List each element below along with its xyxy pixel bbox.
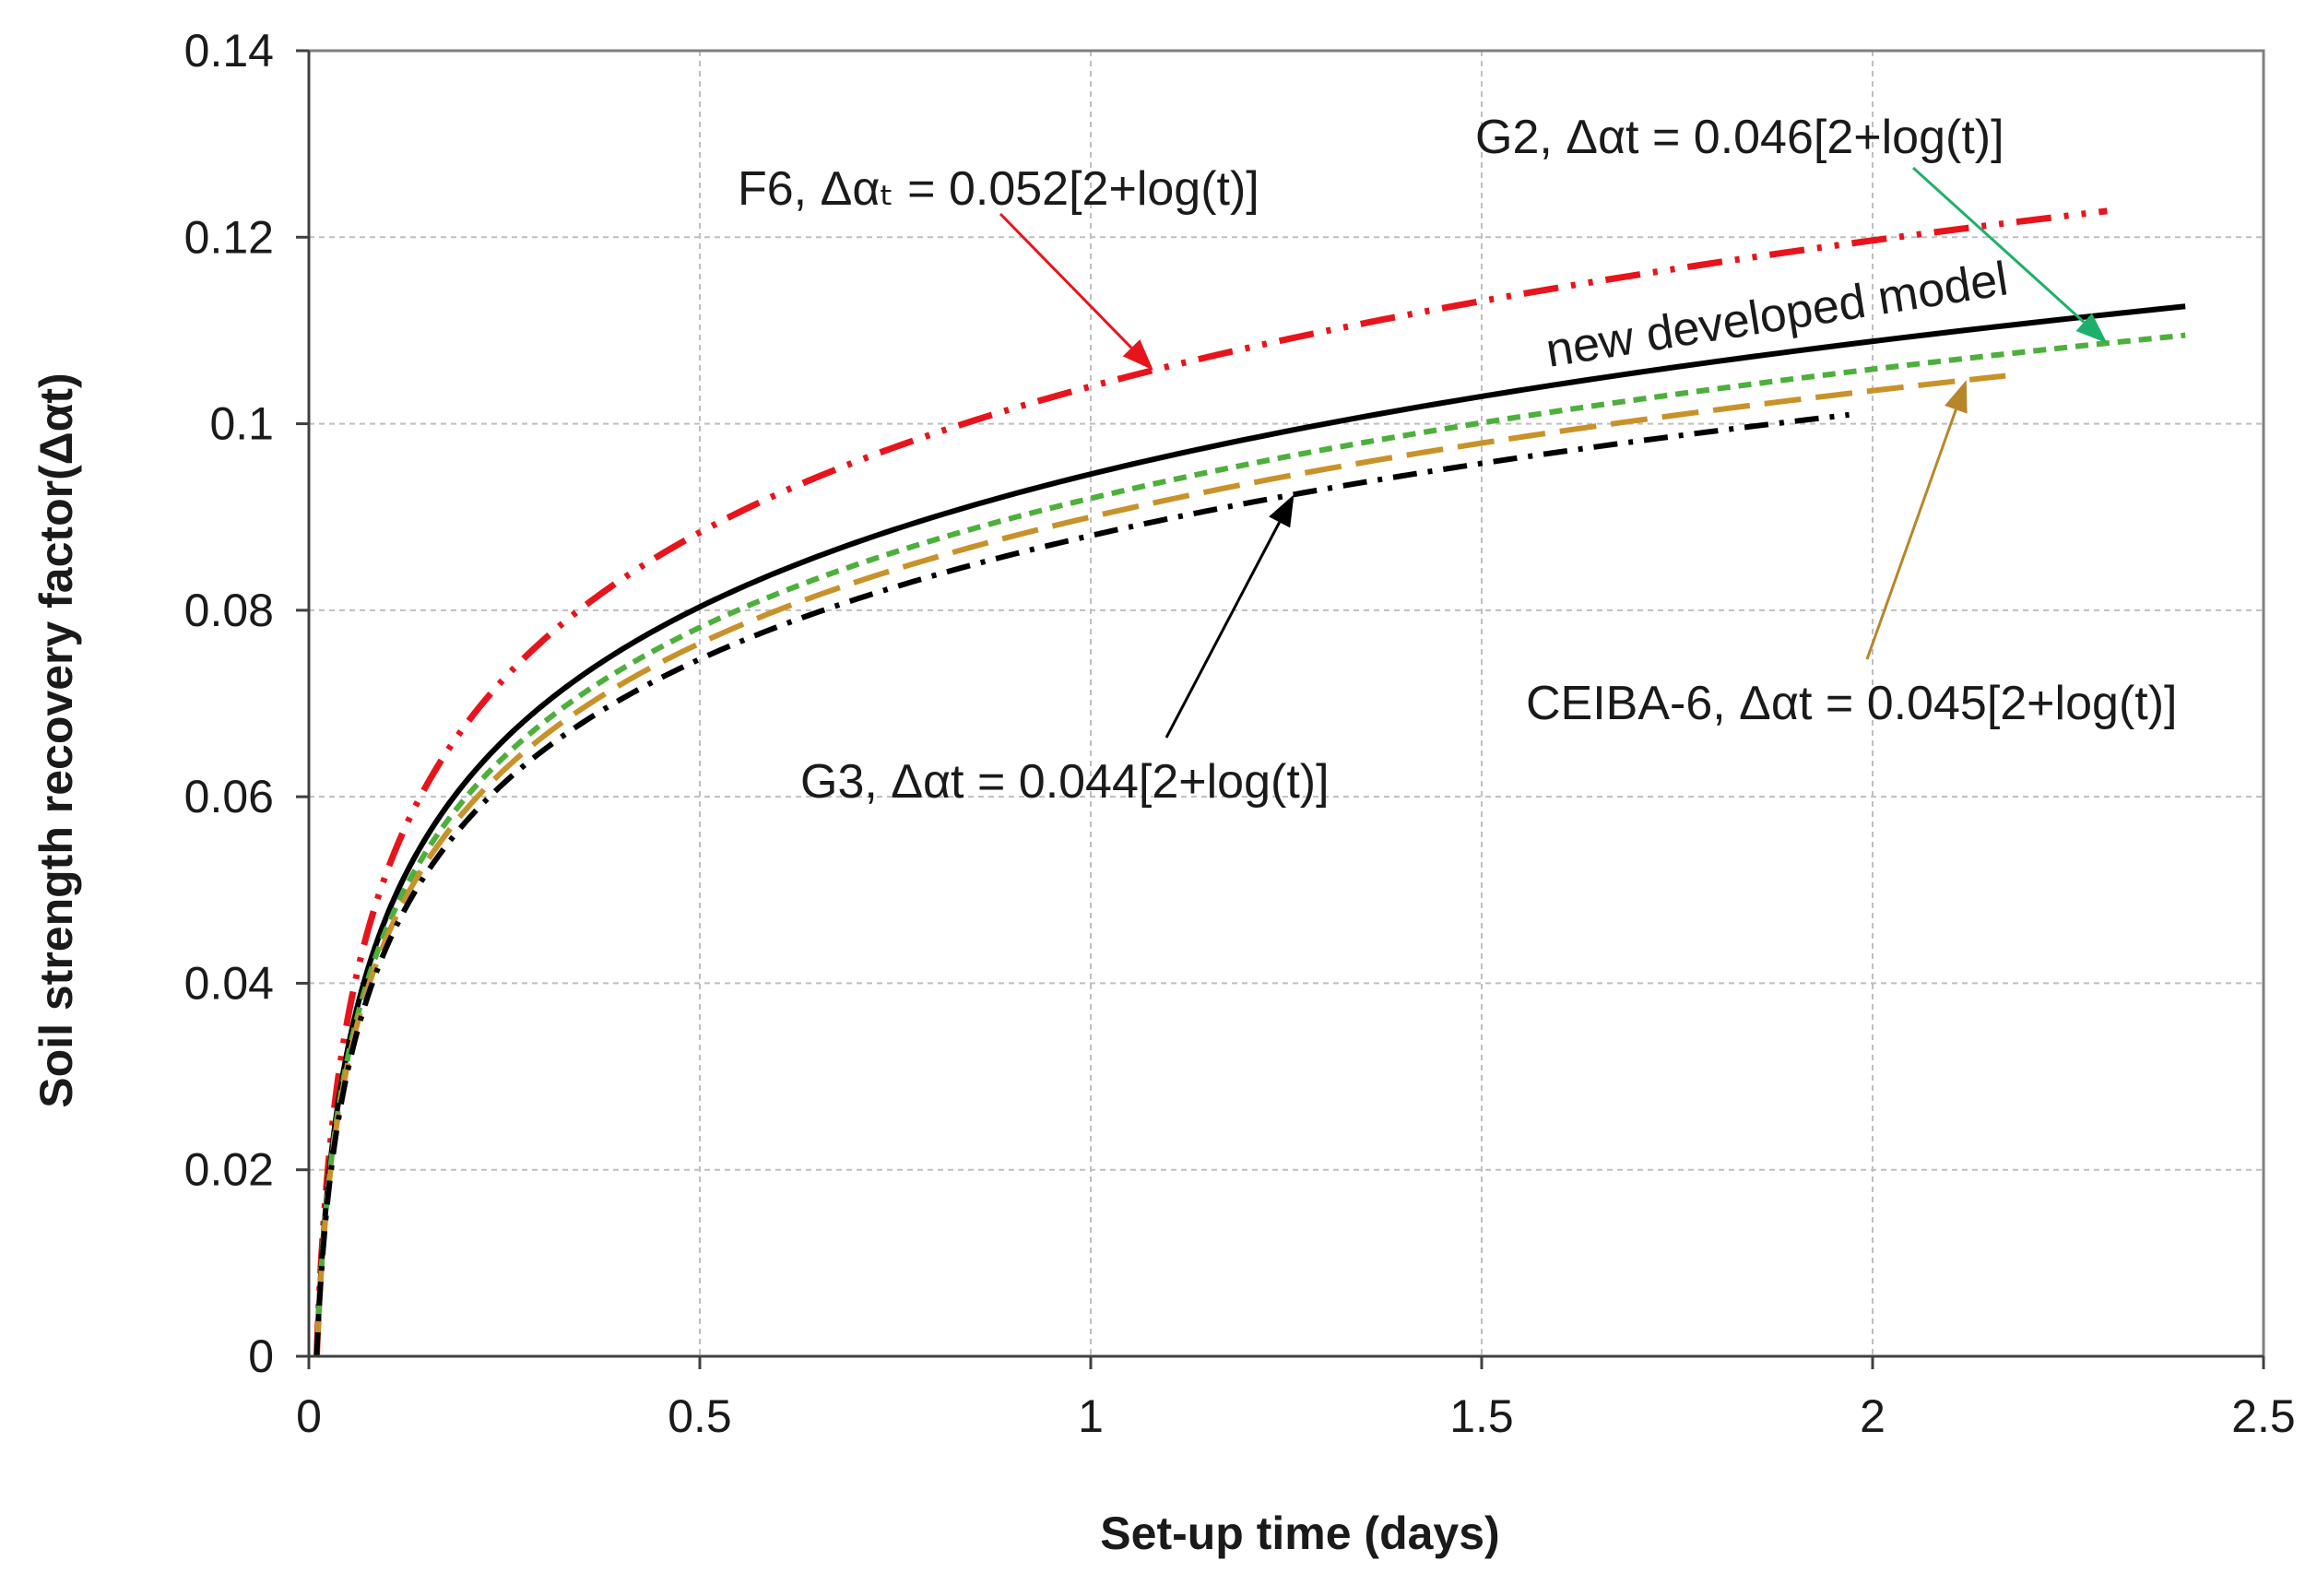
y-tick-label: 0.14 — [184, 25, 274, 77]
annotation-g3: G3, Δαt = 0.044[2+log(t)] — [800, 755, 1330, 809]
x-tick-label: 0 — [296, 1390, 322, 1442]
y-tick-label: 0.02 — [184, 1144, 274, 1196]
x-axis-ticks: 0 0.5 1 1.5 2 2.5 — [296, 1356, 2296, 1442]
arrowhead-g3 — [1269, 494, 1294, 528]
arrowhead-g2 — [2075, 313, 2108, 344]
x-tick-label: 0.5 — [668, 1390, 732, 1442]
annotation-arrows — [999, 166, 2108, 739]
series-line-g3 — [313, 411, 1850, 1357]
y-tick-label: 0.08 — [184, 585, 274, 636]
arrowhead-f6 — [1122, 339, 1153, 371]
y-tick-label: 0 — [248, 1330, 274, 1382]
y-axis-title: Soil strength recovery factor(Δαt) — [30, 372, 82, 1107]
y-tick-label: 0.06 — [184, 771, 274, 822]
annotation-g2: G2, Δαt = 0.046[2+log(t)] — [1475, 111, 2004, 164]
x-tick-label: 1 — [1078, 1390, 1104, 1442]
x-axis-title: Set-up time (days) — [1100, 1507, 1499, 1559]
x-tick-label: 2.5 — [2231, 1390, 2296, 1442]
arrowhead-ceiba-6 — [1945, 380, 1968, 414]
arrow-ceiba-6 — [1865, 408, 1957, 660]
x-tick-label: 2 — [1860, 1390, 1886, 1442]
arrow-g2 — [1911, 166, 2086, 324]
x-tick-label: 1.5 — [1449, 1390, 1514, 1442]
annotation-ceiba-6: CEIBA-6, Δαt = 0.045[2+log(t)] — [1526, 677, 2177, 730]
series-layer — [313, 207, 2186, 1357]
y-axis-ticks: 0 0.02 0.04 0.06 0.08 0.1 0.12 0.14 — [184, 25, 309, 1382]
grid — [309, 51, 2264, 1356]
y-tick-label: 0.1 — [209, 398, 274, 450]
arrow-g3 — [1164, 521, 1282, 739]
y-tick-label: 0.04 — [184, 957, 274, 1009]
annotation-f6: F6, Δαₜ = 0.052[2+log(t)] — [738, 162, 1259, 216]
y-tick-label: 0.12 — [184, 211, 274, 263]
arrow-f6 — [999, 212, 1133, 349]
